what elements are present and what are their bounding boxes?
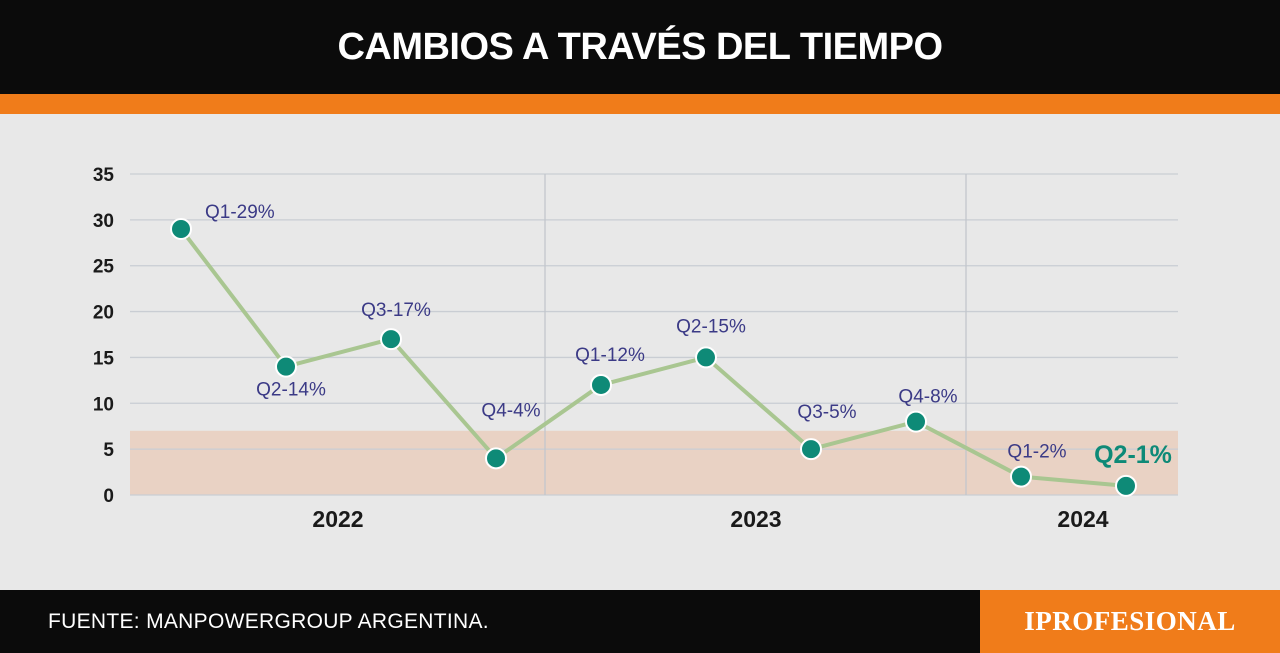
data-label: Q4-8% — [898, 387, 957, 408]
brand-logo: IPROFESIONAL — [1024, 606, 1236, 636]
data-point — [170, 218, 192, 241]
brand-box: IPROFESIONAL — [980, 590, 1280, 653]
y-tick-label: 20 — [93, 303, 114, 324]
x-year-label: 2023 — [730, 506, 781, 532]
page-title: CAMBIOS A TRAVÉS DEL TIEMPO — [337, 25, 943, 68]
accent-bar — [0, 94, 1280, 114]
data-label: Q1-12% — [575, 345, 645, 366]
x-year-label: 2024 — [1057, 506, 1108, 532]
data-point — [800, 438, 822, 461]
series-line — [179, 227, 1128, 488]
y-tick-label: 5 — [103, 440, 114, 461]
data-point — [1010, 465, 1032, 488]
data-point — [1115, 474, 1137, 497]
x-year-label: 2022 — [312, 506, 363, 532]
data-label: Q2-15% — [676, 316, 746, 337]
y-tick-label: 25 — [93, 257, 115, 278]
data-label: Q1-2% — [1007, 442, 1066, 463]
data-label: Q1-29% — [205, 202, 275, 223]
data-label: Q3-5% — [797, 402, 856, 423]
data-label: Q4-4% — [481, 400, 540, 421]
y-tick-label: 0 — [103, 486, 114, 507]
y-tick-label: 35 — [93, 165, 115, 186]
footer: FUENTE: MANPOWERGROUP ARGENTINA. IPROFES… — [0, 590, 1280, 653]
header: CAMBIOS A TRAVÉS DEL TIEMPO — [0, 0, 1280, 94]
source-note: FUENTE: MANPOWERGROUP ARGENTINA. — [48, 610, 489, 633]
y-tick-label: 10 — [93, 394, 114, 415]
chart-area: 0 5 10 15 20 25 30 35 2022 2023 2024 Q1-29% Q2-14% Q3… — [0, 114, 1280, 590]
data-point — [905, 410, 927, 433]
line-chart: 0 5 10 15 20 25 30 35 2022 2023 2024 Q1-29% Q2-14% Q3… — [93, 165, 1178, 532]
data-label: Q3-17% — [361, 300, 431, 321]
low-range-band — [130, 430, 1178, 495]
data-label: Q2-1% — [1094, 441, 1172, 469]
y-tick-label: 30 — [93, 211, 114, 232]
data-point — [485, 447, 507, 470]
data-point — [695, 346, 717, 369]
data-point — [380, 328, 402, 351]
data-point — [590, 373, 612, 396]
data-point — [275, 355, 297, 378]
y-tick-label: 15 — [93, 348, 115, 369]
data-label: Q2-14% — [256, 380, 326, 401]
